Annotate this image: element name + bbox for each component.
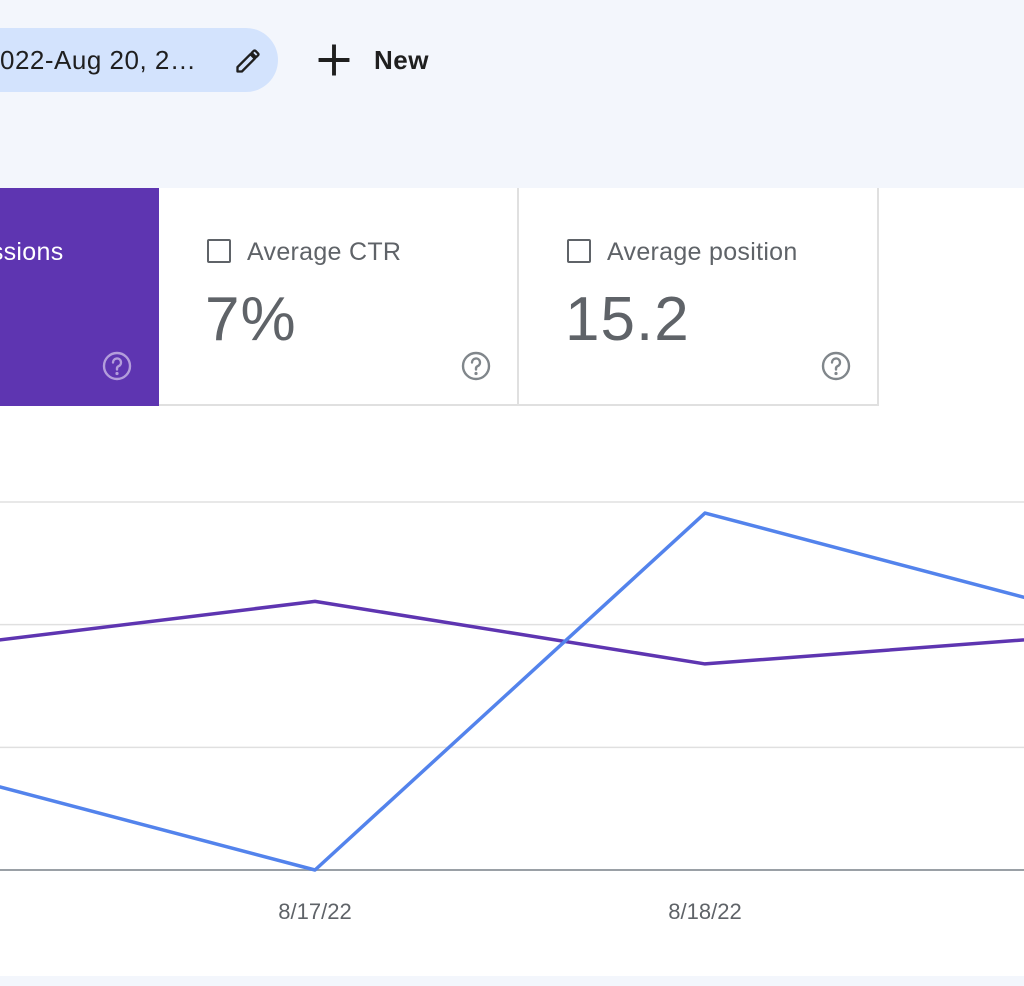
metric-card-average-position[interactable]: Average position 15.2 (519, 188, 879, 406)
new-filter-button[interactable]: New (316, 36, 429, 84)
series-line-0 (0, 599, 1024, 666)
plus-icon (318, 44, 350, 76)
metric-card-average-ctr[interactable]: Average CTR 7% (159, 188, 519, 406)
bottom-strip (0, 976, 1024, 986)
top-toolbar: 022-Aug 20, 2… New (0, 0, 1024, 188)
pencil-icon (236, 49, 260, 73)
position-checkbox[interactable] (567, 239, 591, 263)
new-button-label: New (374, 44, 429, 75)
help-circle-icon[interactable] (101, 350, 133, 382)
x-tick-label: 8/17/22 (278, 899, 351, 924)
date-range-label: 022-Aug 20, 2… (0, 44, 197, 75)
metric-card-impressions[interactable]: ressions (0, 188, 159, 406)
help-circle-icon[interactable] (820, 350, 852, 382)
ctr-value: 7% (205, 285, 297, 354)
ctr-checkbox[interactable] (207, 239, 231, 263)
performance-chart: 8/17/22 8/18/22 (0, 406, 1024, 976)
help-circle-icon[interactable] (460, 350, 492, 382)
series-line-1 (0, 511, 1024, 872)
position-value: 15.2 (565, 285, 690, 354)
x-tick-label: 8/18/22 (668, 899, 741, 924)
impressions-label: ressions (0, 238, 64, 266)
chart-svg: 8/17/22 8/18/22 (0, 501, 1024, 924)
position-label: Average position (607, 238, 798, 266)
performance-panel: ressions Average CTR 7% Average position… (0, 188, 1024, 976)
date-range-chip[interactable]: 022-Aug 20, 2… (0, 28, 278, 92)
ctr-label: Average CTR (247, 238, 402, 266)
